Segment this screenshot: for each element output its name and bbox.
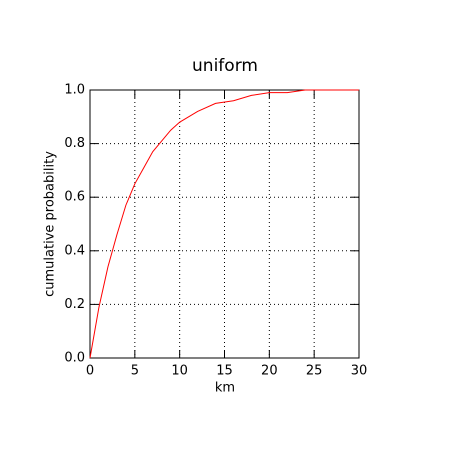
x-tick-label: 25 — [306, 364, 323, 379]
y-tick-label: 0.8 — [64, 136, 85, 151]
x-tick-label: 5 — [131, 364, 139, 379]
y-tick-label: 0.4 — [64, 243, 85, 258]
x-tick-label: 10 — [171, 364, 188, 379]
y-tick-label: 0.6 — [64, 190, 85, 205]
x-tick-label: 30 — [351, 364, 368, 379]
x-tick-label: 0 — [86, 364, 94, 379]
x-axis-label: km — [215, 381, 235, 396]
x-tick-label: 15 — [216, 364, 233, 379]
x-tick-label: 20 — [261, 364, 278, 379]
line — [89, 89, 359, 359]
y-axis-label: cumulative probability — [43, 151, 58, 297]
y-tick-label: 1.0 — [64, 83, 85, 98]
chart-title: uniform — [192, 56, 258, 76]
y-tick-label: 0.2 — [64, 297, 85, 312]
y-tick-label: 0.0 — [64, 351, 85, 366]
plot-frame — [89, 89, 360, 359]
